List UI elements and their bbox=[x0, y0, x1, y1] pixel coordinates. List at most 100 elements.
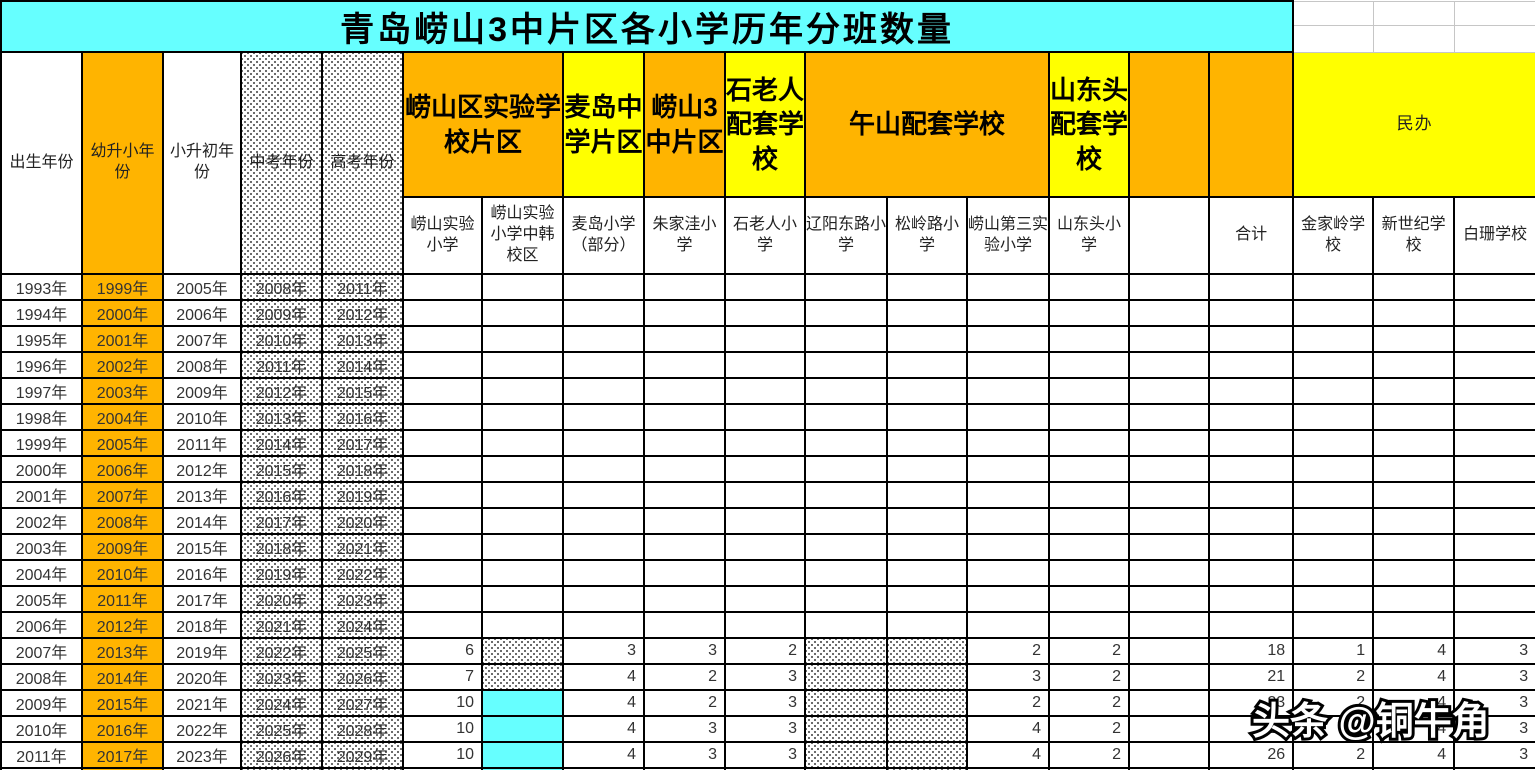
year-cell: 2014年 bbox=[240, 429, 323, 457]
value-cell: 3 bbox=[724, 689, 806, 717]
value-cell bbox=[1292, 429, 1375, 457]
year-cell: 2006年 bbox=[0, 611, 83, 639]
value-cell bbox=[1048, 481, 1130, 509]
value-cell bbox=[481, 689, 564, 717]
value-cell bbox=[1453, 351, 1535, 379]
empty-grid-cell bbox=[1292, 0, 1374, 27]
year-cell: 2009年 bbox=[162, 377, 242, 405]
year-cell: 2011年 bbox=[240, 351, 323, 379]
value-cell bbox=[886, 689, 968, 717]
value-cell: 2 bbox=[1048, 741, 1130, 769]
value-cell bbox=[966, 481, 1050, 509]
value-cell bbox=[1048, 559, 1130, 587]
value-cell bbox=[481, 715, 564, 743]
value-cell bbox=[1128, 455, 1210, 483]
value-cell: 3 bbox=[1453, 741, 1535, 769]
school-header-7: 松岭路小学 bbox=[886, 196, 968, 275]
year-cell: 2016年 bbox=[240, 481, 323, 509]
value-cell bbox=[402, 559, 483, 587]
value-cell bbox=[1048, 533, 1130, 561]
value-cell bbox=[886, 481, 968, 509]
year-cell: 1999年 bbox=[0, 429, 83, 457]
value-cell bbox=[402, 611, 483, 639]
year-cell: 2010年 bbox=[81, 559, 164, 587]
value-cell: 4 bbox=[1372, 637, 1456, 665]
year-cell: 1997年 bbox=[0, 377, 83, 405]
value-cell bbox=[804, 377, 888, 405]
value-cell bbox=[1048, 611, 1130, 639]
value-cell bbox=[1128, 273, 1210, 301]
value-cell: 2 bbox=[1292, 663, 1375, 691]
value-cell: 2 bbox=[804, 767, 888, 770]
year-cell: 2014年 bbox=[162, 507, 242, 535]
value-cell bbox=[402, 533, 483, 561]
value-cell bbox=[481, 559, 564, 587]
value-cell bbox=[1453, 611, 1535, 639]
value-cell bbox=[1207, 325, 1295, 353]
value-cell bbox=[724, 273, 806, 301]
year-cell: 2019年 bbox=[240, 559, 323, 587]
value-cell bbox=[1453, 507, 1535, 535]
value-cell bbox=[1128, 299, 1210, 327]
year-cell: 2000年 bbox=[0, 455, 83, 483]
value-cell bbox=[966, 585, 1050, 613]
year-cell: 2009年 bbox=[81, 533, 164, 561]
value-cell bbox=[966, 299, 1050, 327]
value-cell bbox=[804, 403, 888, 431]
value-cell: 10 bbox=[402, 741, 483, 769]
value-cell: 6 bbox=[402, 637, 483, 665]
value-cell bbox=[966, 455, 1050, 483]
school-header-8: 崂山第三实验小学 bbox=[966, 196, 1050, 275]
value-cell bbox=[1453, 273, 1535, 301]
value-cell bbox=[886, 403, 968, 431]
value-cell: 3 bbox=[1453, 689, 1535, 717]
value-cell bbox=[1372, 455, 1456, 483]
value-cell: 26 bbox=[1207, 715, 1295, 743]
year-cell: 1998年 bbox=[0, 403, 83, 431]
value-cell bbox=[804, 533, 888, 561]
value-cell: 4 bbox=[1372, 663, 1456, 691]
value-cell bbox=[1453, 481, 1535, 509]
value-cell bbox=[1048, 585, 1130, 613]
school-header-3: 麦岛小学（部分） bbox=[562, 196, 645, 275]
value-cell: 3 bbox=[562, 637, 645, 665]
value-cell: 2 bbox=[1048, 637, 1130, 665]
value-cell bbox=[1128, 403, 1210, 431]
value-cell bbox=[562, 507, 645, 535]
value-cell bbox=[562, 403, 645, 431]
header-birth-year: 出生年份 bbox=[0, 51, 83, 275]
year-cell: 2018年 bbox=[321, 455, 404, 483]
value-cell bbox=[1048, 325, 1130, 353]
year-cell: 2011年 bbox=[0, 741, 83, 769]
value-cell bbox=[402, 455, 483, 483]
year-cell: 2021年 bbox=[240, 611, 323, 639]
value-cell: 2 bbox=[966, 637, 1050, 665]
value-cell bbox=[1207, 559, 1295, 587]
value-cell: 4 bbox=[966, 715, 1050, 743]
year-cell: 2025年 bbox=[240, 715, 323, 743]
year-cell: 2027年 bbox=[240, 767, 323, 770]
year-cell: 2009年 bbox=[0, 689, 83, 717]
value-cell bbox=[643, 429, 726, 457]
value-cell: 2 bbox=[1048, 715, 1130, 743]
school-header-1: 崂山实验小学 bbox=[402, 196, 483, 275]
value-cell: 3 bbox=[1453, 663, 1535, 691]
year-cell: 2011年 bbox=[162, 429, 242, 457]
value-cell bbox=[402, 325, 483, 353]
value-cell bbox=[1128, 767, 1210, 770]
value-cell bbox=[402, 299, 483, 327]
value-cell bbox=[562, 455, 645, 483]
value-cell bbox=[1128, 481, 1210, 509]
value-cell bbox=[966, 377, 1050, 405]
group-header-2: 麦岛中学片区 bbox=[562, 51, 645, 198]
value-cell bbox=[562, 273, 645, 301]
year-cell: 2002年 bbox=[81, 351, 164, 379]
header-primary-to-junior-year: 小升初年份 bbox=[162, 51, 242, 275]
value-cell bbox=[481, 481, 564, 509]
value-cell bbox=[643, 507, 726, 535]
value-cell bbox=[402, 507, 483, 535]
value-cell bbox=[724, 299, 806, 327]
value-cell: 4 bbox=[562, 741, 645, 769]
value-cell: 3 bbox=[724, 663, 806, 691]
